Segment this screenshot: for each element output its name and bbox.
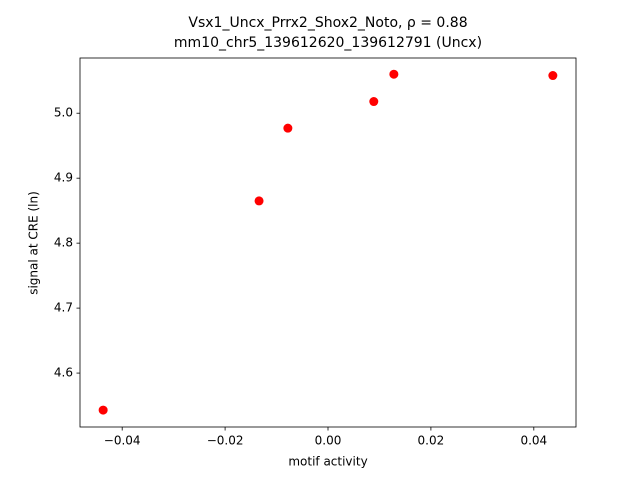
x-tick-label: 0.02 (418, 434, 445, 448)
x-tick-label: −0.02 (207, 434, 244, 448)
point (254, 196, 264, 206)
y-tick-label: 4.9 (54, 171, 73, 185)
point (548, 71, 558, 81)
y-tick-label: 5.0 (54, 106, 73, 120)
point (283, 123, 293, 133)
y-tick-label: 4.6 (54, 366, 73, 380)
point (389, 69, 399, 79)
y-axis-label: signal at CRE (ln) (27, 191, 41, 295)
x-axis-label: motif activity (288, 455, 367, 469)
chart-title: Vsx1_Uncx_Prrx2_Shox2_Noto, ρ = 0.88 (188, 15, 467, 31)
y-tick-label: 4.7 (54, 301, 73, 315)
point (369, 97, 379, 107)
point (98, 405, 108, 415)
chart-subtitle: mm10_chr5_139612620_139612791 (Uncx) (174, 35, 482, 51)
y-tick-label: 4.8 (54, 236, 73, 250)
x-tick-label: 0.04 (520, 434, 547, 448)
x-tick-label: −0.04 (104, 434, 141, 448)
x-tick-label: 0.00 (315, 434, 342, 448)
